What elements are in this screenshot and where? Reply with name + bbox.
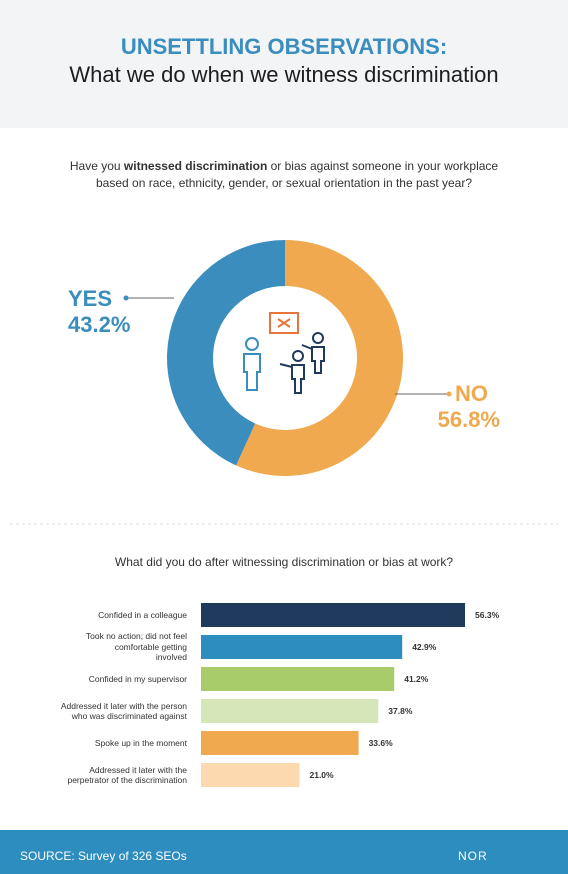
bar bbox=[201, 699, 379, 723]
question-bold: witnessed discrimination bbox=[123, 159, 268, 173]
value-label: 41.2% bbox=[404, 674, 429, 684]
bar bbox=[201, 635, 403, 659]
legend-label: YES bbox=[68, 286, 113, 311]
category-label: Addressed it later with the person who w… bbox=[60, 700, 187, 722]
source: SOURCE: Survey of 326 SEOs bbox=[20, 849, 187, 863]
brand: NOR bbox=[458, 849, 488, 863]
donut-slice bbox=[236, 240, 403, 476]
value-label: 56.3% bbox=[475, 610, 500, 620]
category-label: Confided in a colleague bbox=[98, 609, 187, 620]
leader-dot bbox=[446, 391, 452, 397]
subtitle: What we do when we witness discriminatio… bbox=[69, 62, 499, 87]
value-label: 21.0% bbox=[309, 770, 334, 780]
category-label: Confided in my supervisor bbox=[88, 673, 187, 684]
donut-hole bbox=[213, 286, 357, 430]
question: What did you do after witnessing discrim… bbox=[114, 555, 454, 569]
data-label: 56.8% bbox=[437, 407, 500, 432]
header-band bbox=[0, 0, 568, 128]
bar bbox=[201, 763, 300, 787]
question: Have you witnessed discrimination or bia… bbox=[64, 158, 504, 192]
footer bbox=[0, 830, 568, 874]
bar bbox=[201, 667, 395, 691]
legend-label: NO bbox=[455, 381, 488, 406]
category-label: Addressed it later with the perpetrator … bbox=[67, 764, 187, 786]
value-label: 33.6% bbox=[368, 738, 393, 748]
category-label: Took no action; did not feel comfortable… bbox=[85, 631, 187, 663]
icon bbox=[243, 312, 325, 394]
title: UNSETTLING OBSERVATIONS: bbox=[120, 34, 448, 59]
question-text: Have you bbox=[69, 159, 124, 173]
data-label: 43.2% bbox=[68, 312, 131, 337]
value-label: 37.8% bbox=[388, 706, 413, 716]
bar bbox=[201, 731, 359, 755]
category-label: Spoke up in the moment bbox=[94, 737, 187, 748]
question-text: or bias against someone in your workplac… bbox=[95, 159, 499, 190]
donut-slice bbox=[166, 240, 285, 466]
bar bbox=[201, 603, 466, 627]
value-label: 42.9% bbox=[412, 642, 437, 652]
leader-dot bbox=[123, 295, 129, 301]
